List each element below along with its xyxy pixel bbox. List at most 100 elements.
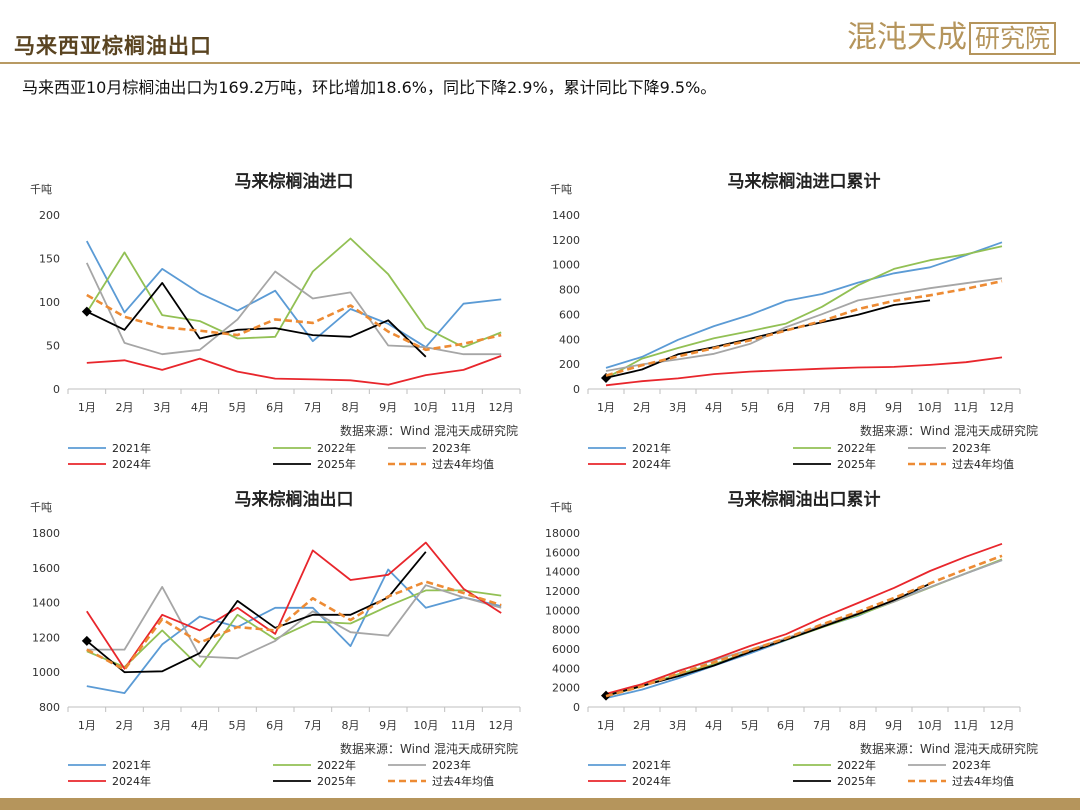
y-tick-label: 800 xyxy=(559,284,580,297)
y-tick-label: 1200 xyxy=(552,234,580,247)
x-tick-label: 9月 xyxy=(885,401,903,414)
y-tick-label: 16000 xyxy=(545,546,580,559)
x-tick-label: 10月 xyxy=(413,719,438,732)
x-tick-label: 11月 xyxy=(451,401,476,414)
x-tick-label: 8月 xyxy=(849,719,867,732)
y-tick-label: 150 xyxy=(39,253,60,266)
y-tick-label: 0 xyxy=(573,383,580,396)
x-tick-label: 6月 xyxy=(266,719,284,732)
y-unit-label: 千吨 xyxy=(30,183,52,196)
legend-label: 2023年 xyxy=(432,758,471,772)
y-tick-label: 1400 xyxy=(552,209,580,222)
series-line-过去4年均值 xyxy=(86,580,502,671)
series-line-过去4年均值 xyxy=(605,279,1003,377)
y-tick-label: 6000 xyxy=(552,643,580,656)
legend-label: 2025年 xyxy=(837,457,876,471)
y-tick-label: 50 xyxy=(46,340,60,353)
chart-title: 马来棕榈油出口累计 xyxy=(728,489,881,510)
y-unit-label: 千吨 xyxy=(550,183,572,196)
x-tick-label: 1月 xyxy=(597,401,615,414)
y-tick-label: 1200 xyxy=(32,631,60,644)
chart-title: 马来棕榈油出口 xyxy=(235,489,354,510)
summary-text: 马来西亚10月棕榈油出口为169.2万吨，环比增加18.6%，同比下降2.9%，… xyxy=(22,78,717,97)
series-line-2022年 xyxy=(86,237,502,349)
header: 马来西亚棕榈油出口 混沌天成 研究院 xyxy=(0,0,1080,64)
x-tick-label: 3月 xyxy=(153,401,171,414)
y-tick-label: 1400 xyxy=(32,597,60,610)
y-tick-label: 14000 xyxy=(545,566,580,579)
legend-label: 2023年 xyxy=(952,441,991,455)
legend-label: 2022年 xyxy=(317,441,356,455)
brand-logo: 混沌天成 研究院 xyxy=(847,12,1056,56)
x-tick-label: 2月 xyxy=(633,401,651,414)
data-source: 数据来源：Wind 混沌天成研究院 xyxy=(340,423,518,438)
x-tick-label: 12月 xyxy=(990,719,1015,732)
series-line-2024年 xyxy=(86,541,502,670)
y-tick-label: 600 xyxy=(559,308,580,321)
y-unit-label: 千吨 xyxy=(30,501,52,514)
legend-label: 2022年 xyxy=(837,758,876,772)
y-tick-label: 10000 xyxy=(545,604,580,617)
y-tick-label: 1000 xyxy=(552,259,580,272)
y-tick-label: 12000 xyxy=(545,585,580,598)
x-tick-label: 9月 xyxy=(885,719,903,732)
legend-label: 2021年 xyxy=(632,758,671,772)
x-tick-label: 2月 xyxy=(116,401,134,414)
x-tick-label: 4月 xyxy=(705,719,723,732)
x-tick-label: 6月 xyxy=(266,401,284,414)
y-tick-label: 200 xyxy=(559,358,580,371)
x-tick-label: 11月 xyxy=(451,719,476,732)
x-tick-label: 7月 xyxy=(813,401,831,414)
legend-label: 2021年 xyxy=(112,441,151,455)
data-source: 数据来源：Wind 混沌天成研究院 xyxy=(340,741,518,756)
series-line-2021年 xyxy=(605,559,1003,699)
series-line-2025年 xyxy=(86,282,427,358)
header-divider xyxy=(0,62,1080,64)
legend-label: 过去4年均值 xyxy=(432,457,494,471)
series-start-marker xyxy=(81,306,92,317)
y-tick-label: 18000 xyxy=(545,527,580,540)
legend-label: 2024年 xyxy=(632,774,671,788)
x-tick-label: 10月 xyxy=(918,401,943,414)
series-start-marker xyxy=(81,635,92,646)
series-line-2024年 xyxy=(605,542,1003,695)
x-tick-label: 8月 xyxy=(849,401,867,414)
x-tick-label: 5月 xyxy=(229,401,247,414)
x-tick-label: 4月 xyxy=(191,401,209,414)
x-tick-label: 3月 xyxy=(153,719,171,732)
footer-bar xyxy=(0,798,1080,810)
legend-label: 2024年 xyxy=(112,774,151,788)
series-line-2022年 xyxy=(86,589,502,668)
x-tick-label: 11月 xyxy=(954,401,979,414)
y-tick-label: 100 xyxy=(39,296,60,309)
x-tick-label: 5月 xyxy=(741,401,759,414)
x-tick-label: 8月 xyxy=(342,719,360,732)
x-tick-label: 10月 xyxy=(918,719,943,732)
data-source: 数据来源：Wind 混沌天成研究院 xyxy=(860,423,1038,438)
y-tick-label: 0 xyxy=(573,701,580,714)
x-tick-label: 12月 xyxy=(489,401,514,414)
y-tick-label: 1800 xyxy=(32,527,60,540)
y-tick-label: 4000 xyxy=(552,662,580,675)
chart-title: 马来棕榈油进口 xyxy=(235,171,354,192)
series-line-2021年 xyxy=(605,241,1003,369)
y-tick-label: 800 xyxy=(39,701,60,714)
x-tick-label: 1月 xyxy=(78,401,96,414)
x-tick-label: 1月 xyxy=(597,719,615,732)
x-tick-label: 9月 xyxy=(379,719,397,732)
series-line-2025年 xyxy=(86,551,427,674)
data-source: 数据来源：Wind 混沌天成研究院 xyxy=(860,741,1038,756)
x-tick-label: 12月 xyxy=(990,401,1015,414)
logo-main-text: 混沌天成 xyxy=(846,20,967,55)
x-tick-label: 5月 xyxy=(229,719,247,732)
series-line-2024年 xyxy=(86,355,502,386)
legend-label: 过去4年均值 xyxy=(952,457,1014,471)
legend-label: 2024年 xyxy=(632,457,671,471)
series-line-过去4年均值 xyxy=(605,554,1003,698)
x-tick-label: 7月 xyxy=(304,719,322,732)
x-tick-label: 4月 xyxy=(191,719,209,732)
x-tick-label: 7月 xyxy=(304,401,322,414)
x-tick-label: 8月 xyxy=(342,401,360,414)
x-tick-label: 3月 xyxy=(669,401,687,414)
